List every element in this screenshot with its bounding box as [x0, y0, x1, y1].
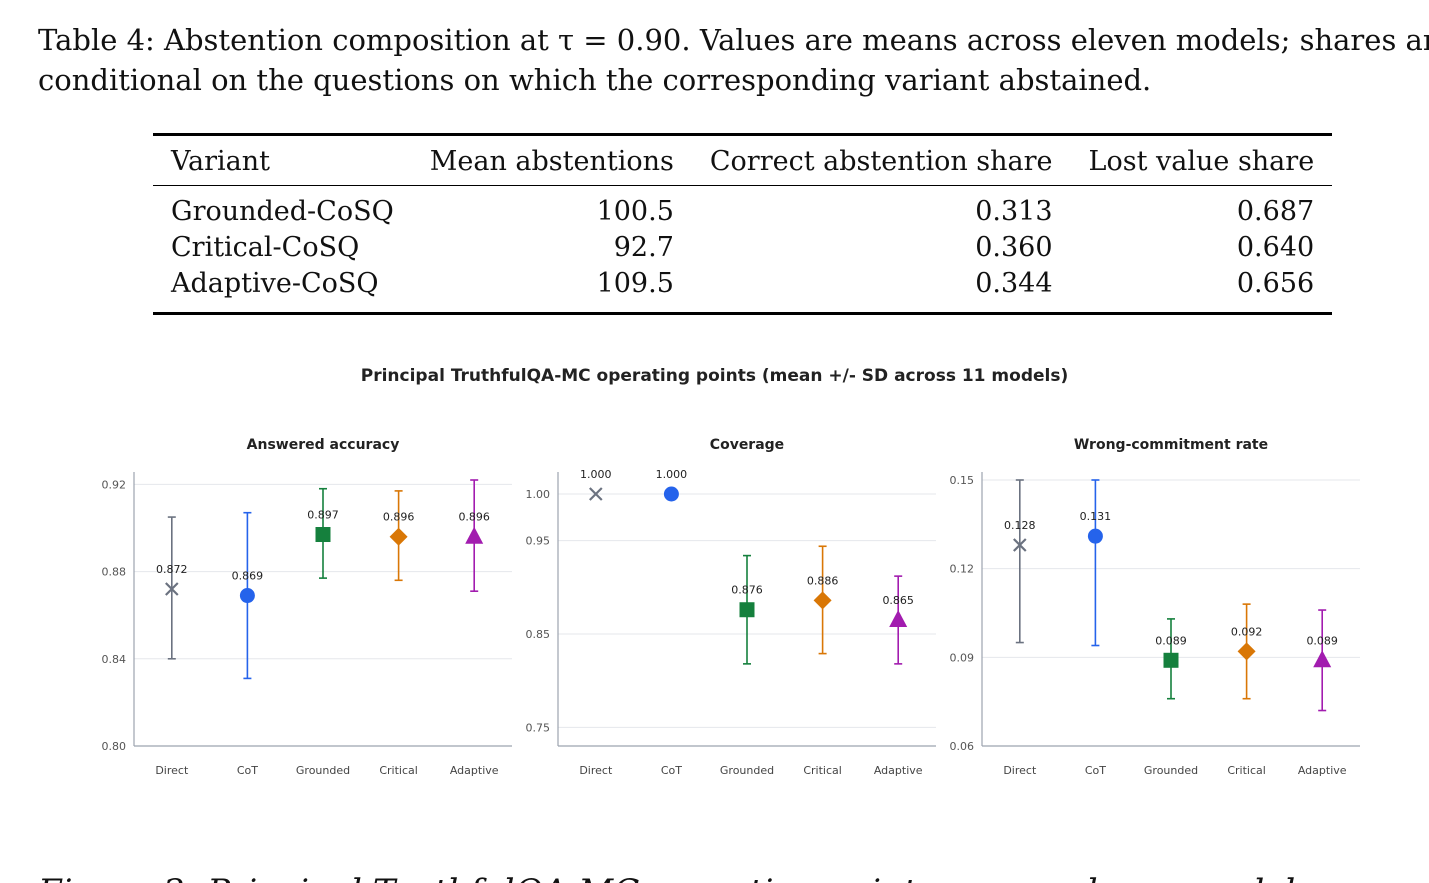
coverage-chart: Coverage 0.75 0.85 0.95 1.00 Direct 1.000 CoT 1.…: [526, 437, 936, 777]
figure-title: Principal TruthfulQA-MC operating points…: [360, 366, 1069, 386]
marker-grounded: [1163, 652, 1179, 668]
x-tick-label: CoT: [237, 764, 258, 777]
y-tick-label: 0.80: [102, 740, 127, 753]
marker-adaptive: [1313, 650, 1332, 668]
cell-mean-abstentions: 109.5: [596, 268, 674, 299]
marker-grounded: [315, 527, 331, 543]
marker-direct: [589, 487, 603, 501]
answered-accuracy-chart: Answered accuracy 0.80 0.84 0.88 0.92 Direct 0…: [102, 437, 512, 777]
x-tick-label: Critical: [1227, 764, 1265, 777]
x-tick-label: Direct: [579, 764, 613, 777]
y-tick-label: 0.95: [526, 535, 551, 548]
data-label: 0.092: [1231, 625, 1263, 638]
cell-correct-share: 0.360: [975, 232, 1053, 263]
chart-title: Answered accuracy: [247, 437, 400, 453]
table-caption-line-1: Table 4: Abstention composition at τ = 0…: [38, 23, 1429, 57]
marker-grounded: [739, 602, 755, 618]
data-label: 0.869: [232, 570, 264, 583]
x-tick-label: Grounded: [1144, 764, 1198, 777]
table-row: Critical-CoSQ 92.7 0.360 0.640: [153, 230, 1332, 266]
marker-adaptive: [889, 610, 908, 627]
data-label: 0.872: [156, 563, 188, 576]
y-tick-label: 0.12: [950, 563, 975, 576]
abstention-table: Variant Mean abstentions Correct abstent…: [153, 133, 1333, 315]
data-label: 0.128: [1004, 519, 1036, 532]
header-lost-value-share: Lost value share: [1088, 146, 1315, 177]
header-mean-abstentions: Mean abstentions: [429, 146, 674, 177]
results-table-wrapper: Variant Mean abstentions Correct abstent…: [153, 133, 1333, 315]
marker-cot: [239, 588, 255, 604]
cell-variant: Critical-CoSQ: [171, 232, 360, 263]
table-caption: Table 4: Abstention composition at τ = 0…: [38, 20, 1429, 100]
cell-variant: Adaptive-CoSQ: [171, 268, 379, 299]
cell-variant: Grounded-CoSQ: [171, 196, 394, 227]
data-label: 1.000: [656, 468, 688, 481]
data-label: 0.089: [1306, 634, 1338, 647]
table-row: Adaptive-CoSQ 109.5 0.344 0.656: [153, 266, 1332, 314]
cell-correct-share: 0.344: [975, 268, 1053, 299]
x-tick-label: Grounded: [296, 764, 350, 777]
x-tick-label: Grounded: [720, 764, 774, 777]
data-label: 0.896: [383, 511, 415, 524]
x-tick-label: Adaptive: [450, 764, 499, 777]
marker-critical: [813, 591, 832, 610]
y-tick-label: 0.88: [102, 566, 127, 579]
x-tick-label: Critical: [803, 764, 841, 777]
marker-critical: [389, 527, 408, 546]
figure-caption-fragment: Figure 2: Principal TruthfulQA-MC operat…: [38, 872, 1398, 883]
cell-mean-abstentions: 100.5: [596, 196, 674, 227]
x-tick-label: Adaptive: [874, 764, 923, 777]
cell-correct-share: 0.313: [975, 196, 1053, 227]
y-tick-label: 0.75: [526, 721, 551, 734]
x-tick-label: CoT: [1085, 764, 1106, 777]
data-label: 1.000: [580, 468, 612, 481]
marker-cot: [663, 486, 679, 502]
marker-critical: [1237, 642, 1256, 661]
data-label: 0.089: [1155, 634, 1187, 647]
data-label: 0.131: [1080, 510, 1112, 523]
y-tick-label: 0.06: [950, 740, 975, 753]
y-tick-label: 0.15: [950, 474, 975, 487]
marker-direct: [1013, 538, 1027, 552]
table-caption-line-2: conditional on the questions on which th…: [38, 63, 1152, 97]
header-correct-abstention-share: Correct abstention share: [709, 146, 1053, 177]
chart-title: Coverage: [710, 437, 784, 453]
data-label: 0.896: [458, 511, 490, 524]
chart-panel-wrong-commitment: Wrong-commitment rate 0.06 0.09 0.12 0.15 Dir…: [930, 430, 1370, 790]
chart-title: Wrong-commitment rate: [1074, 437, 1268, 453]
y-tick-label: 0.09: [950, 651, 975, 664]
cell-lost-share: 0.687: [1236, 196, 1315, 227]
cell-mean-abstentions: 92.7: [613, 232, 674, 263]
marker-direct: [165, 582, 179, 596]
table-header-row: Variant Mean abstentions Correct abstent…: [153, 134, 1333, 186]
header-variant: Variant: [171, 146, 270, 177]
marker-cot: [1087, 528, 1103, 544]
marker-adaptive: [465, 526, 484, 544]
data-label: 0.865: [882, 594, 914, 607]
chart-panel-coverage: Coverage 0.75 0.85 0.95 1.00 Direct 1.000 CoT 1.…: [506, 430, 946, 790]
cell-lost-share: 0.656: [1236, 268, 1315, 299]
chart-panel-answered-accuracy: Answered accuracy 0.80 0.84 0.88 0.92 Direct 0…: [82, 430, 522, 790]
data-label: 0.876: [731, 584, 763, 597]
cell-lost-share: 0.640: [1236, 232, 1315, 263]
x-tick-label: Critical: [379, 764, 417, 777]
x-tick-label: Direct: [1003, 764, 1037, 777]
x-tick-label: Adaptive: [1298, 764, 1347, 777]
x-tick-label: CoT: [661, 764, 682, 777]
y-tick-label: 1.00: [526, 488, 551, 501]
y-tick-label: 0.85: [526, 628, 551, 641]
data-label: 0.886: [807, 574, 839, 587]
y-tick-label: 0.92: [102, 478, 127, 491]
y-tick-label: 0.84: [102, 653, 127, 666]
x-tick-label: Direct: [155, 764, 189, 777]
wrong-commitment-chart: Wrong-commitment rate 0.06 0.09 0.12 0.15 Dir…: [950, 437, 1360, 777]
table-row: Grounded-CoSQ 100.5 0.313 0.687: [153, 186, 1332, 231]
data-label: 0.897: [307, 509, 339, 522]
